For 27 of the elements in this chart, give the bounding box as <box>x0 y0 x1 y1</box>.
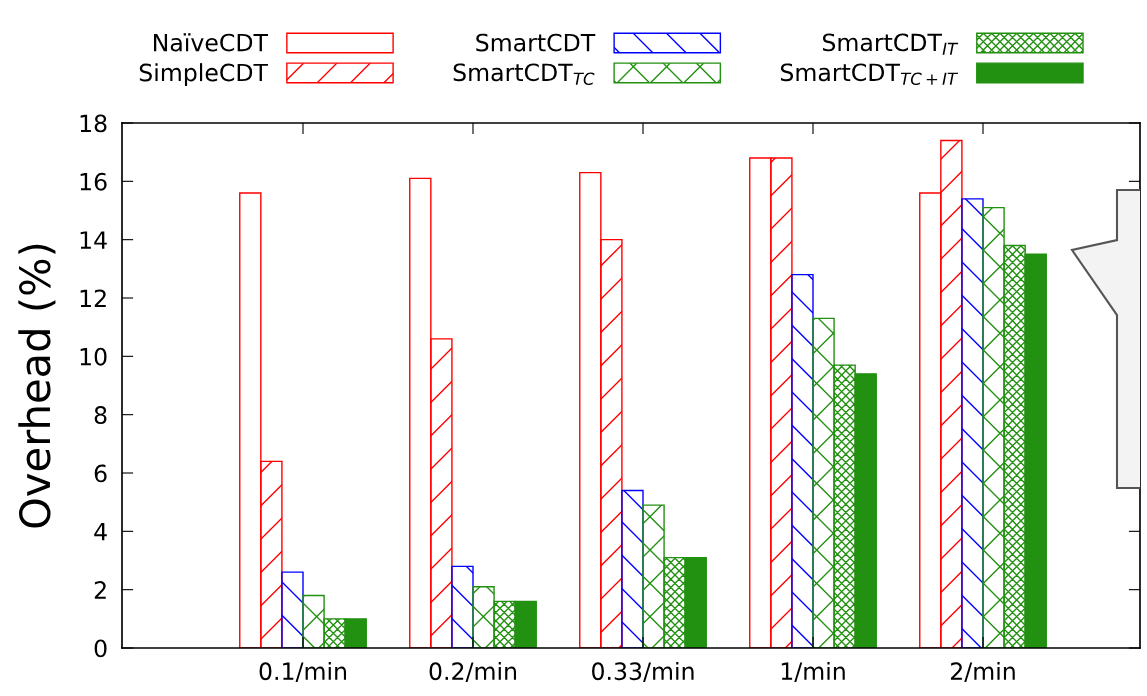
y-axis-title: Overhead (%) <box>18 244 56 528</box>
x-tick-label: 0.2/min <box>429 661 517 683</box>
y-tick-label: 8 <box>94 406 107 424</box>
y-tick-label: 2 <box>94 581 106 599</box>
legend-label: SmartCDT <box>476 33 596 52</box>
y-tick-label: 18 <box>80 114 107 133</box>
legend-label: SmartCDT$_{TC+IT}$ <box>780 63 959 86</box>
y-tick-label: 16 <box>80 172 107 191</box>
x-tick-label: 2/min <box>950 661 1015 683</box>
y-tick-label: 14 <box>80 231 107 249</box>
bar <box>621 489 644 648</box>
legend-label: SmartCDT$_{TC}$ <box>453 63 595 86</box>
bar <box>961 198 984 648</box>
x-tick-label: 0.1/min <box>259 661 347 683</box>
y-tick-label: 12 <box>80 289 106 307</box>
bar <box>281 571 304 648</box>
bar <box>791 273 814 648</box>
legend-label: NaïveCDT <box>154 33 269 52</box>
legend-label: SmartCDT$_{IT}$ <box>822 33 959 55</box>
bar <box>451 565 474 648</box>
y-tick-label: 10 <box>80 347 107 366</box>
x-tick-label: 1/min <box>781 661 845 683</box>
x-tick-label: 0.33/min <box>592 661 694 683</box>
legend-label: SimpleCDT <box>139 63 269 86</box>
y-tick-label: 0 <box>94 639 107 658</box>
y-tick-label: 6 <box>94 464 107 483</box>
y-tick-label: 4 <box>94 523 107 541</box>
